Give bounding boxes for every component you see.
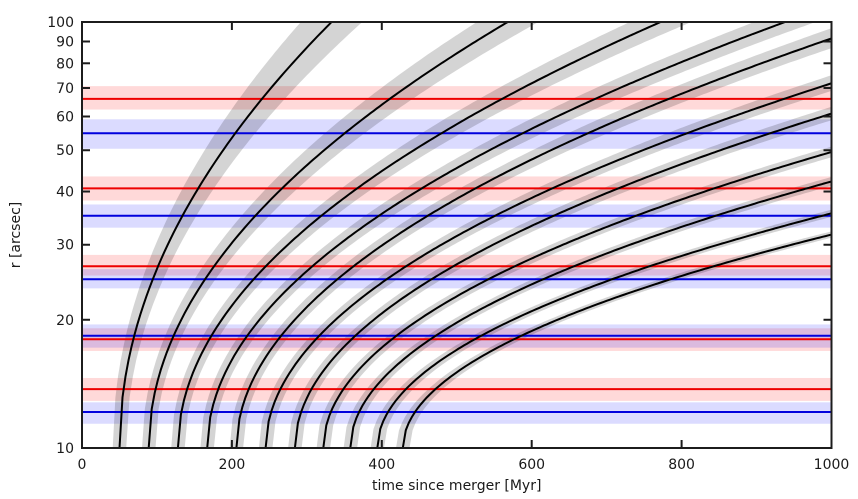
blue-radius-band	[82, 402, 832, 424]
expansion-curve	[401, 233, 832, 448]
observed-radius-lines	[82, 97, 832, 413]
expansion-curve	[206, 22, 788, 448]
expansion-curve	[376, 212, 832, 448]
y-tick-label: 40	[56, 185, 74, 201]
expansion-curve	[322, 150, 832, 448]
x-tick-label: 200	[219, 457, 246, 473]
y-tick-label: 100	[47, 15, 74, 31]
curve-uncertainty-band	[112, 22, 363, 448]
y-tick-label: 50	[56, 143, 74, 159]
curve-uncertainty-bands	[112, 22, 832, 448]
expansion-curve	[264, 82, 832, 448]
expansion-curve	[176, 22, 664, 448]
x-tick-label: 600	[518, 457, 545, 473]
x-axis-title: time since merger [Myr]	[372, 478, 541, 494]
expansion-curve	[349, 180, 832, 448]
y-axis-title: r [arcsec]	[8, 202, 24, 268]
axis-tick-labels: 0 200 400 600 800 1000 10 20 30 40 50 60 70 80 90 100	[47, 15, 849, 473]
x-tick-label: 0	[78, 457, 87, 473]
y-tick-label: 60	[56, 110, 74, 126]
expansion-curve	[147, 22, 510, 448]
y-tick-label: 90	[56, 34, 74, 50]
x-tick-label: 400	[368, 457, 395, 473]
expansion-curve	[293, 112, 832, 448]
y-tick-label: 70	[56, 81, 74, 97]
x-tick-label: 1000	[814, 457, 850, 473]
y-tick-label: 20	[56, 313, 74, 329]
axis-ticks	[81, 21, 833, 449]
y-tick-label: 30	[56, 238, 74, 254]
plot-frame	[81, 21, 833, 449]
expansion-curve	[235, 37, 832, 448]
y-tick-label: 80	[56, 56, 74, 72]
x-tick-label: 800	[668, 457, 695, 473]
expansion-curves	[118, 22, 832, 448]
red-radius-band	[82, 86, 832, 110]
expansion-curve	[118, 22, 333, 448]
y-tick-label: 10	[56, 441, 74, 457]
